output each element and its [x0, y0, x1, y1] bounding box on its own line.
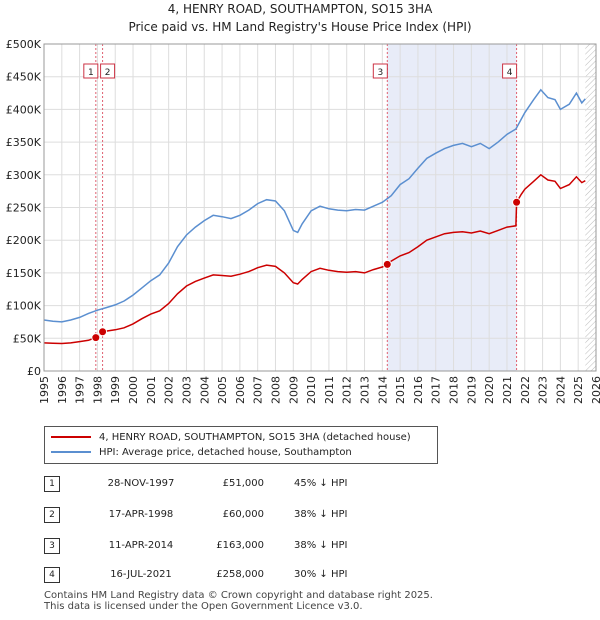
x-tick-label: 2020 [483, 376, 496, 404]
x-tick-label: 2025 [572, 376, 585, 404]
x-tick-label: 2018 [448, 376, 461, 404]
transaction-marker-1 [91, 333, 101, 343]
x-tick-label: 2002 [163, 376, 176, 404]
chart-title: 4, HENRY ROAD, SOUTHAMPTON, SO15 3HA [167, 2, 433, 16]
transaction-box-label-3: 3 [377, 68, 383, 78]
transaction-box-4 [502, 63, 518, 79]
transaction-marker-2 [98, 327, 108, 337]
x-tick-label: 2022 [519, 376, 532, 404]
legend-item-hpi: HPI: Average price, detached house, Sout… [51, 446, 352, 460]
legend-swatch-hpi [51, 451, 91, 453]
x-tick-label: 2013 [359, 376, 372, 404]
y-tick-label: £0 [27, 365, 41, 378]
chart-subtitle: Price paid vs. HM Land Registry's House … [128, 20, 472, 34]
hpi-series-line [43, 88, 586, 323]
x-tick-label: 2019 [465, 376, 478, 404]
x-tick-label: 2016 [412, 376, 425, 404]
transaction-id: 2 [44, 507, 60, 523]
x-tick-label: 2006 [234, 376, 247, 404]
transaction-row-2: 2 17-APR-1998 £60,000 38% ↓ HPI [44, 505, 464, 525]
x-tick-label: 2004 [198, 376, 211, 404]
transaction-box-2 [100, 63, 116, 79]
x-tick-label: 2005 [216, 376, 229, 404]
y-tick-label: £350K [6, 136, 42, 149]
transaction-price: £163,000 [216, 540, 264, 551]
transaction-date: 16-JUL-2021 [110, 569, 172, 580]
x-tick-label: 2023 [537, 376, 550, 404]
transaction-date: 17-APR-1998 [108, 509, 174, 520]
x-tick-label: 1998 [91, 376, 104, 404]
y-tick-label: £150K [6, 267, 42, 280]
footer-licence: This data is licensed under the Open Gov… [44, 601, 363, 612]
transaction-hpi: 38% ↓ HPI [294, 540, 348, 551]
price-chart: 1 2 3 4 £0 £50K £100K £150K £200K £250K £300K £350… [6, 38, 600, 404]
x-tick-label: 2017 [430, 376, 443, 404]
y-tick-label: £200K [6, 234, 42, 247]
y-tick-label: £250K [6, 202, 42, 215]
legend-item-property: 4, HENRY ROAD, SOUTHAMPTON, SO15 3HA (de… [51, 431, 411, 445]
x-tick-label: 2008 [269, 376, 282, 404]
x-tick-label: 2003 [180, 376, 193, 404]
x-tick-label: 2000 [127, 376, 140, 404]
transaction-row-4: 4 16-JUL-2021 £258,000 30% ↓ HPI [44, 565, 464, 585]
x-tick-label: 1995 [38, 376, 51, 404]
y-tick-label: £500K [6, 38, 42, 51]
transaction-hpi: 45% ↓ HPI [294, 478, 348, 489]
legend-label-hpi: HPI: Average price, detached house, Sout… [99, 447, 352, 458]
transaction-price: £60,000 [222, 509, 264, 520]
x-tick-label: 1999 [109, 376, 122, 404]
x-tick-label: 2007 [252, 376, 265, 404]
transaction-id: 3 [44, 538, 60, 554]
legend: 4, HENRY ROAD, SOUTHAMPTON, SO15 3HA (de… [44, 426, 438, 464]
x-tick-label: 2024 [554, 376, 567, 404]
x-tick-label: 2010 [305, 376, 318, 404]
transaction-box-label-4: 4 [507, 68, 513, 78]
transaction-row-3: 3 11-APR-2014 £163,000 38% ↓ HPI [44, 536, 464, 556]
legend-swatch-property [51, 436, 91, 438]
transaction-hpi: 38% ↓ HPI [294, 509, 348, 520]
x-tick-label: 2021 [501, 376, 514, 404]
legend-label-property: 4, HENRY ROAD, SOUTHAMPTON, SO15 3HA (de… [99, 432, 411, 443]
transaction-marker-4 [512, 197, 522, 207]
transaction-box-label-1: 1 [88, 68, 94, 78]
transaction-date: 28-NOV-1997 [107, 478, 175, 489]
transaction-box-3 [372, 63, 388, 79]
transaction-marker-3 [382, 259, 392, 269]
x-tick-label: 2011 [323, 376, 336, 404]
x-tick-label: 2026 [590, 376, 600, 404]
y-tick-label: £300K [6, 169, 42, 182]
x-tick-label: 2014 [376, 376, 389, 404]
y-tick-label: £50K [13, 332, 42, 345]
x-tick-label: 2012 [341, 376, 354, 404]
x-tick-label: 2001 [145, 376, 158, 404]
transaction-box-1 [83, 63, 99, 79]
y-tick-label: £450K [6, 71, 42, 84]
y-tick-label: £400K [6, 103, 42, 116]
transaction-box-label-2: 2 [105, 68, 111, 78]
x-tick-label: 2015 [394, 376, 407, 404]
x-tick-label: 1996 [56, 376, 69, 404]
x-tick-label: 1997 [74, 376, 87, 404]
transaction-hpi: 30% ↓ HPI [294, 569, 348, 580]
property-series-line [43, 173, 586, 345]
transaction-date: 11-APR-2014 [108, 540, 174, 551]
transaction-price: £51,000 [222, 478, 264, 489]
footer: Contains HM Land Registry data © Crown c… [44, 590, 433, 612]
transaction-price: £258,000 [216, 569, 264, 580]
transaction-row-1: 1 28-NOV-1997 £51,000 45% ↓ HPI [44, 474, 464, 494]
y-tick-label: £100K [6, 300, 42, 313]
x-tick-label: 2009 [287, 376, 300, 404]
transaction-id: 4 [44, 567, 60, 583]
transaction-id: 1 [44, 476, 60, 492]
footer-copyright: Contains HM Land Registry data © Crown c… [44, 590, 433, 601]
